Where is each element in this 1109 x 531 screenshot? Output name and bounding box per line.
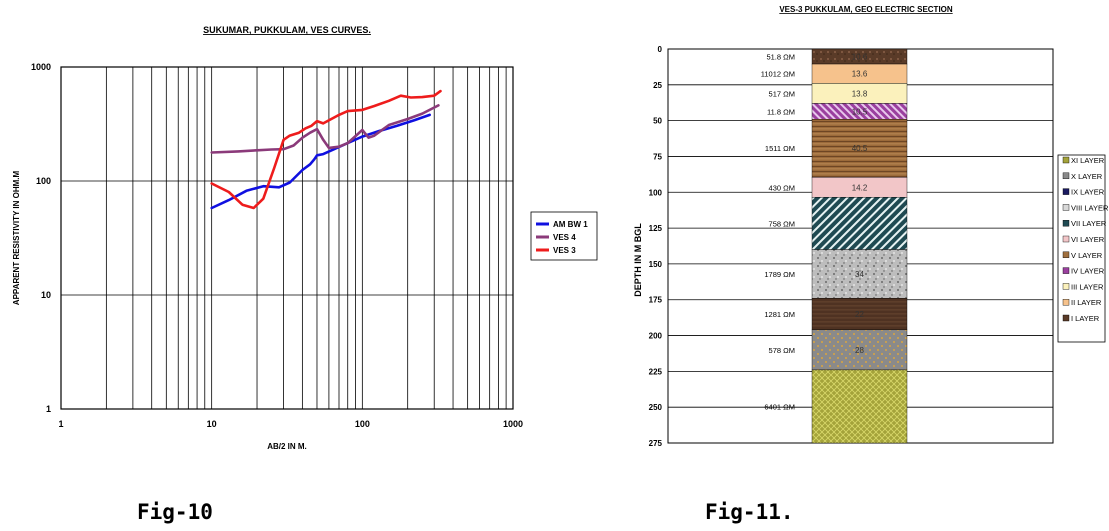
chart2-legend-label: I LAYER — [1071, 314, 1100, 323]
chart2-legend-label: X LAYER — [1071, 172, 1103, 181]
chart2-layer-bar — [811, 249, 908, 299]
chart1-series — [210, 89, 442, 210]
chart2-y-tick-label: 150 — [649, 260, 663, 269]
chart2-legend-label: V LAYER — [1071, 251, 1103, 260]
chart2-tick-labels: 0 25 50 75 100 125 150 175 200 225 250 275 — [649, 45, 663, 448]
chart2-legend: XI LAYER X LAYER IX LAYER VIII LAYER VII LAY… — [1057, 154, 1109, 343]
chart1-x-tick-label: 1000 — [503, 419, 523, 429]
chart1-series-line-ves-4 — [210, 104, 440, 154]
chart2-thickness-label: 13.8 — [852, 89, 868, 98]
chart1-y-tick-label: 1 — [46, 404, 51, 414]
chart2-y-axis-label: DEPTH IN M BGL — [633, 223, 643, 297]
chart2-legend-label: III LAYER — [1071, 282, 1104, 291]
chart2-thickness-label: 13.6 — [852, 70, 868, 79]
chart2-y-tick-label: 250 — [649, 403, 663, 412]
chart2-resistivity-label: 758 ΩM — [769, 219, 795, 228]
chart2-resistivity-label: 430 ΩM — [769, 183, 795, 192]
chart1-y-axis-label: APPARENT RESISTIVITY IN OHM.M — [12, 170, 21, 305]
chart1-title: SUKUMAR, PUKKULAM, VES CURVES. — [203, 25, 371, 35]
chart2-y-tick-label: 75 — [653, 152, 662, 161]
chart2-layer-column: 51.8 ΩM 10.6 11012 ΩM 13.6 517 ΩM 13.8 11.8 ΩM… — [761, 48, 908, 444]
chart2-y-tick-label: 275 — [649, 439, 663, 448]
chart1-tick-labels: 1 10 100 1000 1 10 100 1000 — [31, 62, 523, 429]
chart2-resistivity-label: 517 ΩM — [769, 89, 795, 98]
chart2-legend-swatch — [1062, 219, 1070, 227]
chart1-y-tick-label: 1000 — [31, 62, 51, 72]
chart2-legend-swatch — [1062, 156, 1070, 164]
chart1-series-line-ves-3 — [210, 89, 442, 210]
chart2-legend-swatch — [1062, 188, 1070, 195]
chart2-thickness-label: 28 — [855, 346, 864, 355]
chart2-resistivity-label: 51.8 ΩM — [766, 53, 795, 62]
chart2-layer-bar — [811, 119, 908, 178]
chart1-y-tick-label: 100 — [36, 176, 51, 186]
chart2-legend-swatch — [1062, 204, 1070, 211]
chart2-legend-swatch — [1062, 267, 1070, 274]
chart2-thickness-label: 22 — [855, 310, 864, 319]
chart2-title: VES-3 PUKKULAM, GEO ELECTRIC SECTION — [779, 5, 953, 14]
chart1-series-line-am-bw-1 — [210, 113, 432, 210]
chart1-legend-label: VES 3 — [553, 246, 576, 255]
chart2-legend-label: II LAYER — [1071, 298, 1102, 307]
chart2-layer-bar — [811, 369, 908, 444]
chart2-y-tick-label: 0 — [658, 45, 663, 54]
chart1-x-tick-label: 10 — [207, 419, 217, 429]
chart2-layer-bar — [811, 197, 908, 250]
chart1-legend-label: AM BW 1 — [553, 220, 588, 229]
chart2-legend-swatch — [1062, 172, 1070, 180]
chart2-resistivity-label: 11.8 ΩM — [767, 107, 795, 116]
chart1-legend: AM BW 1 VES 4 VES 3 — [530, 211, 598, 261]
chart1-x-tick-label: 1 — [58, 419, 63, 429]
chart2-y-tick-label: 25 — [653, 81, 662, 90]
chart2-layer-bar — [811, 298, 908, 331]
chart1-x-tick-label: 100 — [355, 419, 370, 429]
chart2-legend-label: IX LAYER — [1071, 188, 1105, 197]
chart2-thickness-label: 14.2 — [852, 183, 868, 192]
chart2-y-tick-label: 50 — [653, 117, 662, 126]
chart2-resistivity-label: 1281 ΩM — [764, 310, 795, 319]
chart2-resistivity-label: 6401 ΩM — [764, 402, 795, 411]
chart2-legend-label: VI LAYER — [1071, 235, 1105, 244]
chart2-thickness-label: 10.6 — [852, 53, 868, 62]
chart2-legend-swatch — [1062, 314, 1070, 322]
chart2-legend-label: IV LAYER — [1071, 267, 1105, 276]
chart1-y-tick-label: 10 — [41, 290, 51, 300]
chart2-resistivity-label: 578 ΩM — [769, 346, 795, 355]
chart2-legend-label: VII LAYER — [1071, 219, 1107, 228]
chart2-y-tick-label: 175 — [649, 296, 663, 305]
chart2-legend-box — [1057, 154, 1106, 343]
chart2-thickness-label: 40.5 — [852, 144, 868, 153]
chart1-legend-label: VES 4 — [553, 233, 576, 242]
chart2-legend-swatch — [1062, 299, 1070, 306]
chart2-resistivity-label: 11012 ΩM — [761, 70, 795, 79]
chart2-legend-swatch — [1062, 235, 1070, 243]
chart2-legend-swatch — [1062, 283, 1070, 290]
chart2-y-tick-label: 125 — [649, 224, 663, 233]
ves-curves-chart: SUKUMAR, PUKKULAM, VES CURVES. 1 10 100 100… — [12, 25, 598, 451]
chart2-thickness-label: 34 — [855, 270, 864, 279]
chart1-plot-frame — [60, 66, 514, 410]
chart2-legend-label: XI LAYER — [1071, 156, 1105, 165]
chart2-thickness-label: 10.5 — [852, 107, 868, 116]
chart2-y-tick-label: 200 — [649, 332, 663, 341]
geo-electric-section-chart: VES-3 PUKKULAM, GEO ELECTRIC SECTION 51.… — [633, 5, 1109, 448]
chart2-resistivity-label: 1789 ΩM — [764, 270, 795, 279]
chart2-legend-swatch — [1062, 251, 1070, 259]
chart2-legend-label: VIII LAYER — [1071, 203, 1109, 212]
chart1-x-axis-label: AB/2 IN M. — [267, 442, 307, 451]
chart2-layer-bar — [811, 329, 908, 371]
chart2-resistivity-label: 1511 ΩM — [765, 144, 795, 153]
figure-11-caption: Fig-11. — [705, 500, 794, 524]
chart1-gridlines — [61, 67, 513, 409]
figure-10-caption: Fig-10 — [137, 500, 213, 524]
chart2-y-tick-label: 225 — [649, 367, 663, 376]
chart2-y-tick-label: 100 — [649, 188, 663, 197]
